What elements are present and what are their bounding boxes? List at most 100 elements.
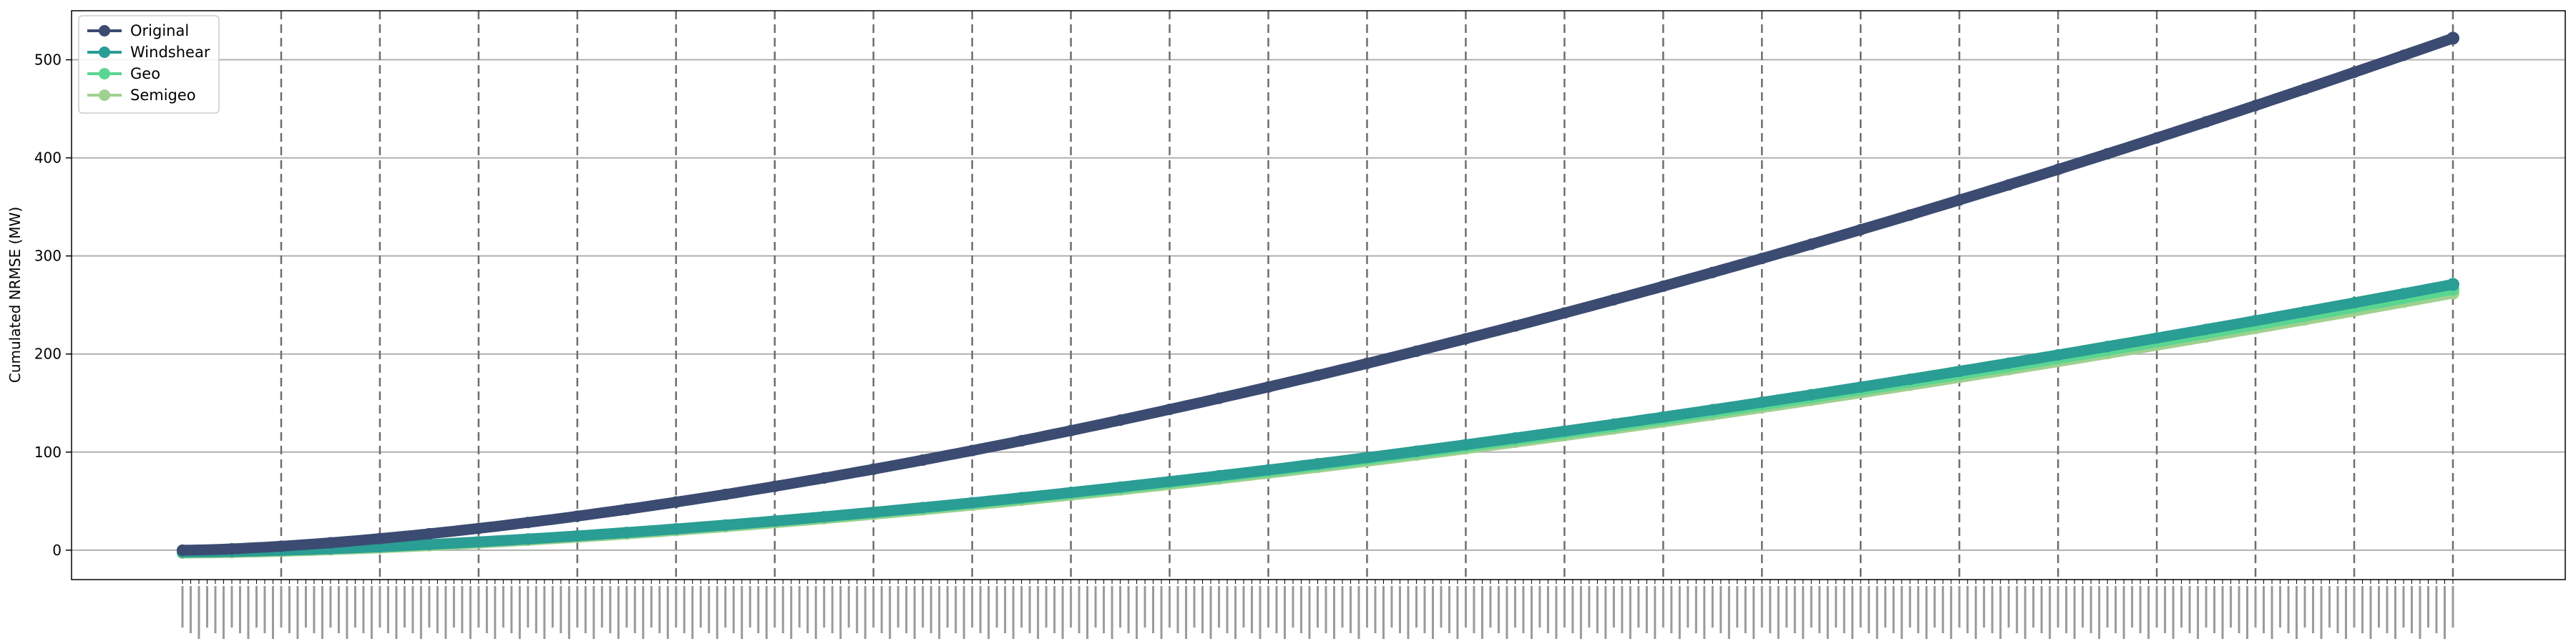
x-tick-label xyxy=(238,586,241,633)
x-tick-label xyxy=(1119,586,1122,628)
x-tick-label xyxy=(658,586,661,633)
x-tick-label xyxy=(2386,586,2389,633)
x-tick-label xyxy=(1251,586,1254,633)
data-point xyxy=(1805,389,1818,401)
x-tick-label xyxy=(1843,586,1845,633)
x-tick-label xyxy=(518,586,521,639)
x-tick-label xyxy=(1209,586,1212,639)
x-tick-label xyxy=(2427,586,2430,628)
x-tick-label xyxy=(938,586,941,639)
data-point xyxy=(2151,132,2163,144)
data-point xyxy=(2200,116,2212,128)
x-tick-label xyxy=(1390,586,1393,628)
x-tick-label xyxy=(296,586,299,639)
x-tick-label xyxy=(535,586,537,633)
x-tick-label xyxy=(543,586,546,639)
x-tick-label xyxy=(2246,586,2249,639)
y-tick-label: 200 xyxy=(34,346,62,363)
data-point xyxy=(1756,396,1768,409)
data-point xyxy=(2250,99,2262,112)
x-tick-label xyxy=(1070,586,1073,628)
x-tick-label xyxy=(708,586,711,633)
x-tick-label xyxy=(1053,586,1056,633)
x-tick-label xyxy=(823,586,826,628)
x-tick-label xyxy=(971,586,974,628)
x-tick-label xyxy=(2296,586,2298,639)
x-tick-label xyxy=(1629,586,1631,639)
x-tick-label xyxy=(1538,586,1541,628)
legend-item: Semigeo xyxy=(87,87,196,104)
x-tick-label xyxy=(2303,586,2306,628)
x-tick-label xyxy=(2328,586,2331,628)
data-point xyxy=(2003,179,2015,191)
x-tick-label xyxy=(683,586,686,633)
x-tick-label xyxy=(642,586,645,639)
x-tick-label xyxy=(748,586,751,628)
data-point xyxy=(1410,445,1423,457)
data-point xyxy=(2348,297,2361,309)
x-tick-label xyxy=(1851,586,1854,639)
x-tick-label xyxy=(790,586,793,639)
x-tick-label xyxy=(1777,586,1780,639)
data-point xyxy=(522,517,534,529)
x-tick-label xyxy=(1687,586,1689,628)
x-tick-label xyxy=(2435,586,2438,633)
x-tick-label xyxy=(1769,586,1772,633)
x-tick-label xyxy=(1588,586,1591,628)
data-point xyxy=(571,510,583,522)
data-point xyxy=(324,537,336,549)
x-tick-label xyxy=(2444,586,2446,639)
x-tick-label xyxy=(2073,586,2076,639)
x-tick-label xyxy=(2114,586,2117,633)
x-tick-label xyxy=(2057,586,2059,628)
x-tick-label xyxy=(2345,586,2348,639)
x-tick-label xyxy=(1332,586,1335,639)
data-point xyxy=(1460,333,1472,345)
x-tick-label xyxy=(1571,586,1574,633)
x-tick-label xyxy=(1234,586,1237,639)
legend-box xyxy=(78,15,220,114)
x-tick-label xyxy=(2205,586,2207,628)
x-tick-label xyxy=(230,586,233,628)
x-tick-label xyxy=(2402,586,2405,628)
x-tick-label xyxy=(724,586,727,628)
x-tick-label xyxy=(872,586,875,628)
data-point xyxy=(1213,392,1225,404)
x-tick-label xyxy=(362,586,365,633)
x-tick-label xyxy=(806,586,809,633)
data-point xyxy=(818,472,830,484)
x-tick-label xyxy=(1719,586,1722,633)
x-tick-label xyxy=(1793,586,1796,633)
x-tick-label xyxy=(2263,586,2265,633)
legend-marker xyxy=(99,89,110,101)
x-tick-label xyxy=(428,586,431,628)
x-tick-label xyxy=(1694,586,1697,633)
x-tick-label xyxy=(2287,586,2290,633)
data-point xyxy=(1657,411,1669,423)
data-point xyxy=(769,515,781,527)
x-tick-label xyxy=(494,586,497,639)
x-tick-label xyxy=(1497,586,1500,633)
x-tick-label xyxy=(1892,586,1895,633)
legend-label: Geo xyxy=(130,65,160,82)
data-point xyxy=(1460,439,1472,451)
data-point xyxy=(2398,49,2410,62)
data-point xyxy=(1707,266,1719,278)
data-point xyxy=(1213,469,1225,482)
x-tick-label xyxy=(1464,586,1467,628)
x-tick-label xyxy=(1530,586,1533,639)
data-point xyxy=(1657,280,1669,293)
y-axis-ticks: 0 100 200 300 400 500 xyxy=(34,52,72,559)
x-tick-label xyxy=(889,586,892,639)
x-tick-label xyxy=(2106,586,2109,628)
x-tick-label xyxy=(2361,586,2364,633)
data-point xyxy=(472,536,484,548)
x-tick-label xyxy=(1835,586,1838,628)
data-point xyxy=(867,463,879,475)
x-tick-label xyxy=(1045,586,1048,628)
data-point xyxy=(1756,253,1768,265)
x-tick-label xyxy=(1242,586,1245,628)
x-tick-label xyxy=(1654,586,1657,639)
x-tick-label xyxy=(370,586,373,639)
data-point xyxy=(1262,464,1274,476)
